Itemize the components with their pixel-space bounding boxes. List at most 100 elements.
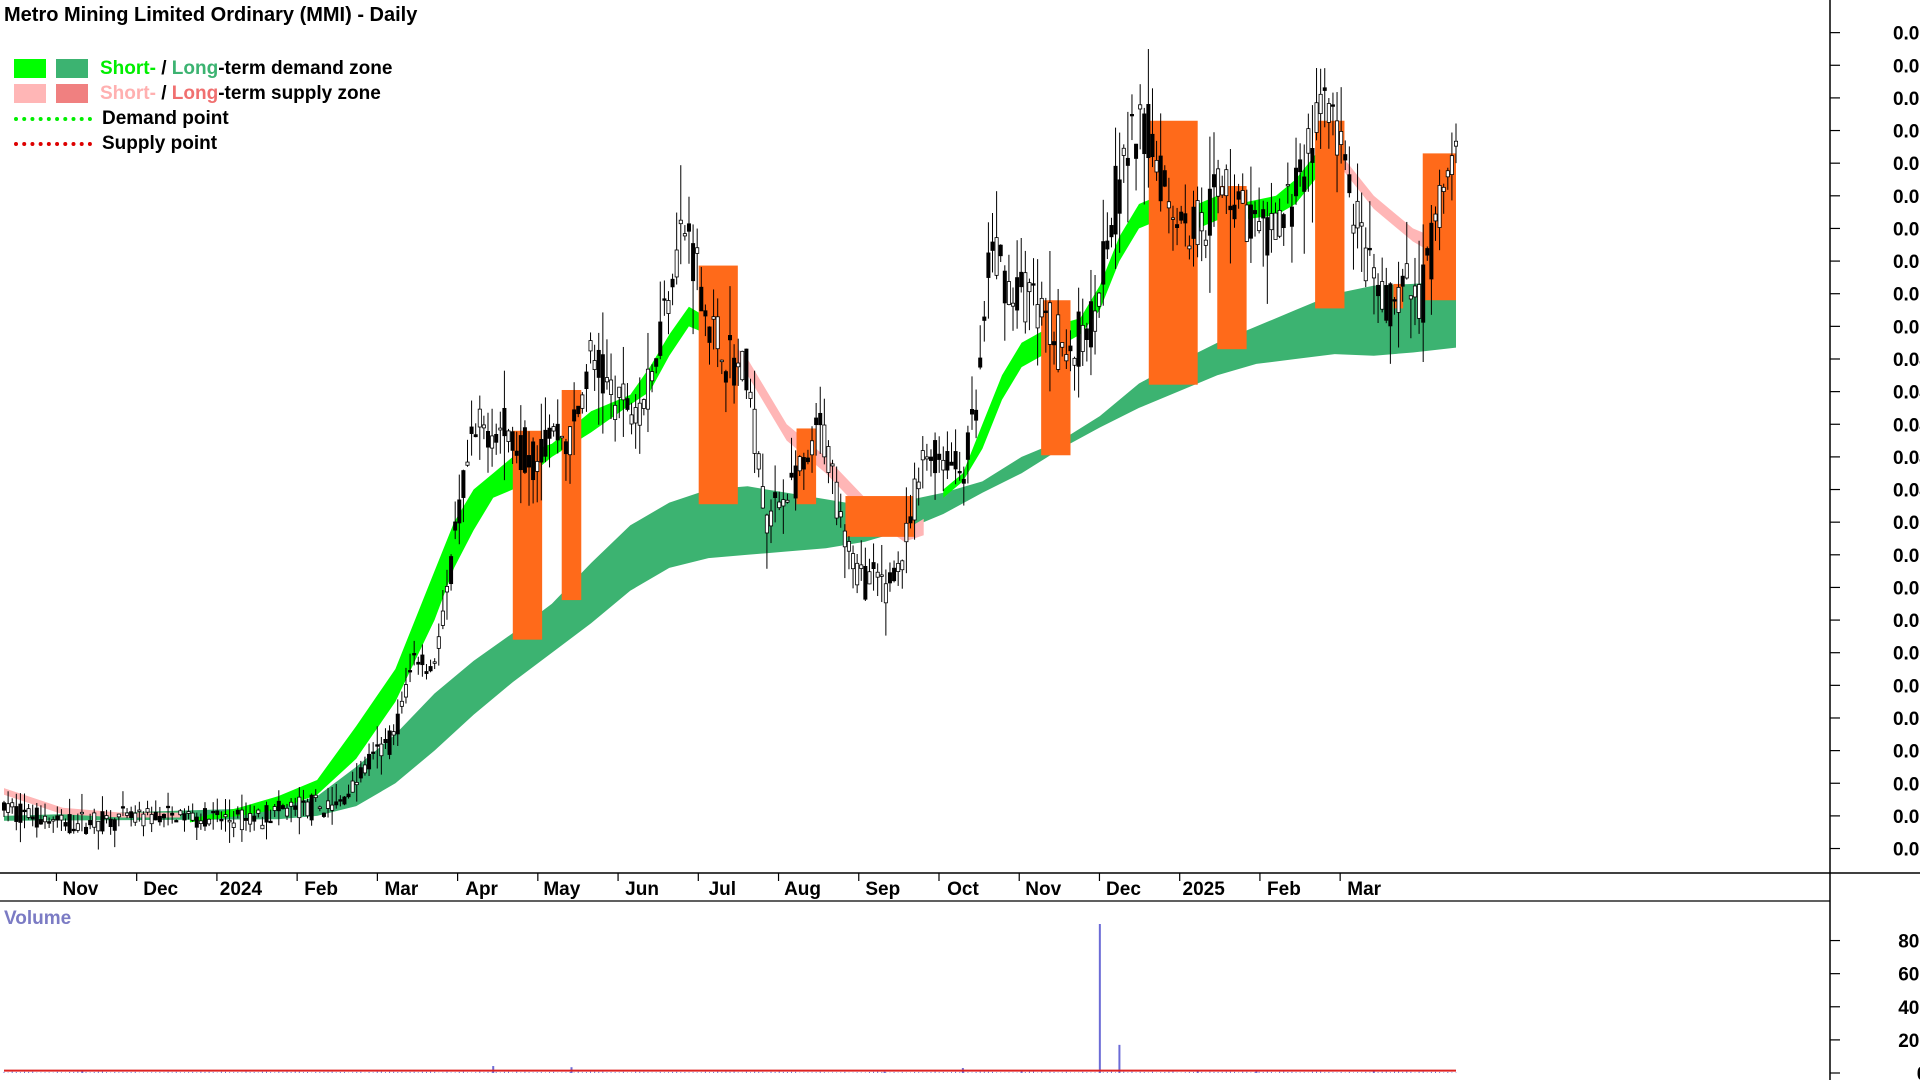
candle-up [1011, 302, 1016, 307]
candle-up [695, 247, 700, 254]
candle-up [994, 237, 999, 276]
candle-down [243, 817, 248, 821]
candle-down [1392, 299, 1397, 302]
candle-up [674, 249, 679, 278]
candle-up [1318, 93, 1323, 115]
candle-down [30, 816, 35, 820]
month-tick-label: Mar [384, 879, 418, 900]
price-tick-label: 0.0260 [1893, 709, 1920, 730]
candle-up [6, 803, 11, 813]
candle-up [633, 407, 638, 424]
candle-down [998, 244, 1003, 257]
candle-down [321, 812, 326, 817]
candle-down [871, 562, 876, 570]
candle-up [621, 383, 626, 401]
legend-short-label: Short- [100, 82, 156, 104]
candle-down [120, 806, 125, 809]
candle-up [477, 408, 482, 428]
candle-down [55, 815, 60, 821]
candle-down [194, 816, 199, 828]
candle-up [239, 809, 244, 831]
candle-up [326, 800, 331, 809]
candle-up [592, 360, 597, 371]
legend-short-label: Short- [100, 57, 156, 79]
candle-up [403, 684, 408, 698]
candle-down [728, 335, 733, 341]
month-tick-label: 2024 [220, 879, 263, 900]
candle-down [84, 826, 89, 834]
candle-up [116, 813, 121, 818]
candle-down [502, 407, 507, 437]
candle-up [1359, 222, 1364, 227]
candle-up [629, 414, 634, 425]
candle-up [186, 811, 191, 814]
candle-up [912, 478, 917, 521]
month-tick-label: Apr [465, 879, 498, 900]
candle-down [108, 818, 113, 828]
candle-up [838, 511, 843, 518]
candle-up [260, 824, 265, 830]
candle-up [1072, 357, 1077, 366]
candle-down [670, 278, 675, 288]
candle-down [982, 316, 987, 321]
candle-up [1380, 281, 1385, 310]
candle-up [682, 233, 687, 237]
price-tick-label: 0.0680 [1893, 24, 1920, 45]
candle-up [777, 501, 782, 509]
candle-down [309, 794, 314, 821]
candle-up [736, 362, 741, 368]
candle-up [822, 424, 827, 458]
candle-down [699, 286, 704, 312]
candle-down [1191, 206, 1196, 239]
price-tick-label: 0.0620 [1893, 122, 1920, 143]
candle-down [801, 457, 806, 470]
candle-up [330, 804, 335, 811]
candle-down [449, 556, 454, 585]
candle-up [580, 394, 585, 409]
candle-up [797, 456, 802, 472]
candle-down [38, 819, 43, 825]
candle-up [904, 522, 909, 543]
price-tick-label: 0.0420 [1893, 448, 1920, 469]
candle-down [596, 349, 601, 378]
candle-up [1035, 304, 1040, 329]
price-tick-label: 0.0600 [1893, 154, 1920, 175]
candle-down [1068, 345, 1073, 352]
candle-down [928, 456, 933, 461]
candle-up [231, 822, 236, 828]
candle-down [367, 753, 372, 770]
candle-up [1351, 224, 1356, 234]
candle-up [719, 359, 724, 363]
candle-down [1425, 248, 1430, 256]
candle-up [1080, 324, 1085, 352]
candle-up [1195, 200, 1200, 246]
candle-down [723, 371, 728, 383]
candle-down [1212, 174, 1217, 188]
candle-up [896, 562, 901, 572]
month-tick-label: 2025 [1183, 879, 1226, 900]
month-tick-label: May [543, 879, 580, 900]
candle-down [457, 499, 462, 524]
candle-up [1203, 239, 1208, 246]
candle-down [908, 516, 913, 524]
candle-down [1302, 176, 1307, 192]
candle-down [1294, 167, 1299, 197]
candle-up [1023, 272, 1028, 323]
candle-up [756, 453, 761, 470]
candle-down [744, 348, 749, 391]
long-term-demand-zone [4, 280, 1456, 821]
candle-up [1326, 103, 1331, 123]
candle-up [1433, 213, 1438, 222]
volume-tick-label: 200M [1898, 1031, 1920, 1052]
month-tick-label: Dec [1106, 879, 1141, 900]
supply-overlap-zone [561, 389, 582, 601]
price-tick-label: 0.0520 [1893, 285, 1920, 306]
candle-up [1449, 155, 1454, 175]
short-supply-swatch [14, 84, 46, 103]
candle-up [855, 562, 860, 586]
candle-down [793, 465, 798, 499]
month-tick-label: Sep [865, 879, 900, 900]
legend-separator: / [155, 57, 172, 79]
candle-up [289, 801, 294, 807]
candle-up [559, 435, 564, 439]
